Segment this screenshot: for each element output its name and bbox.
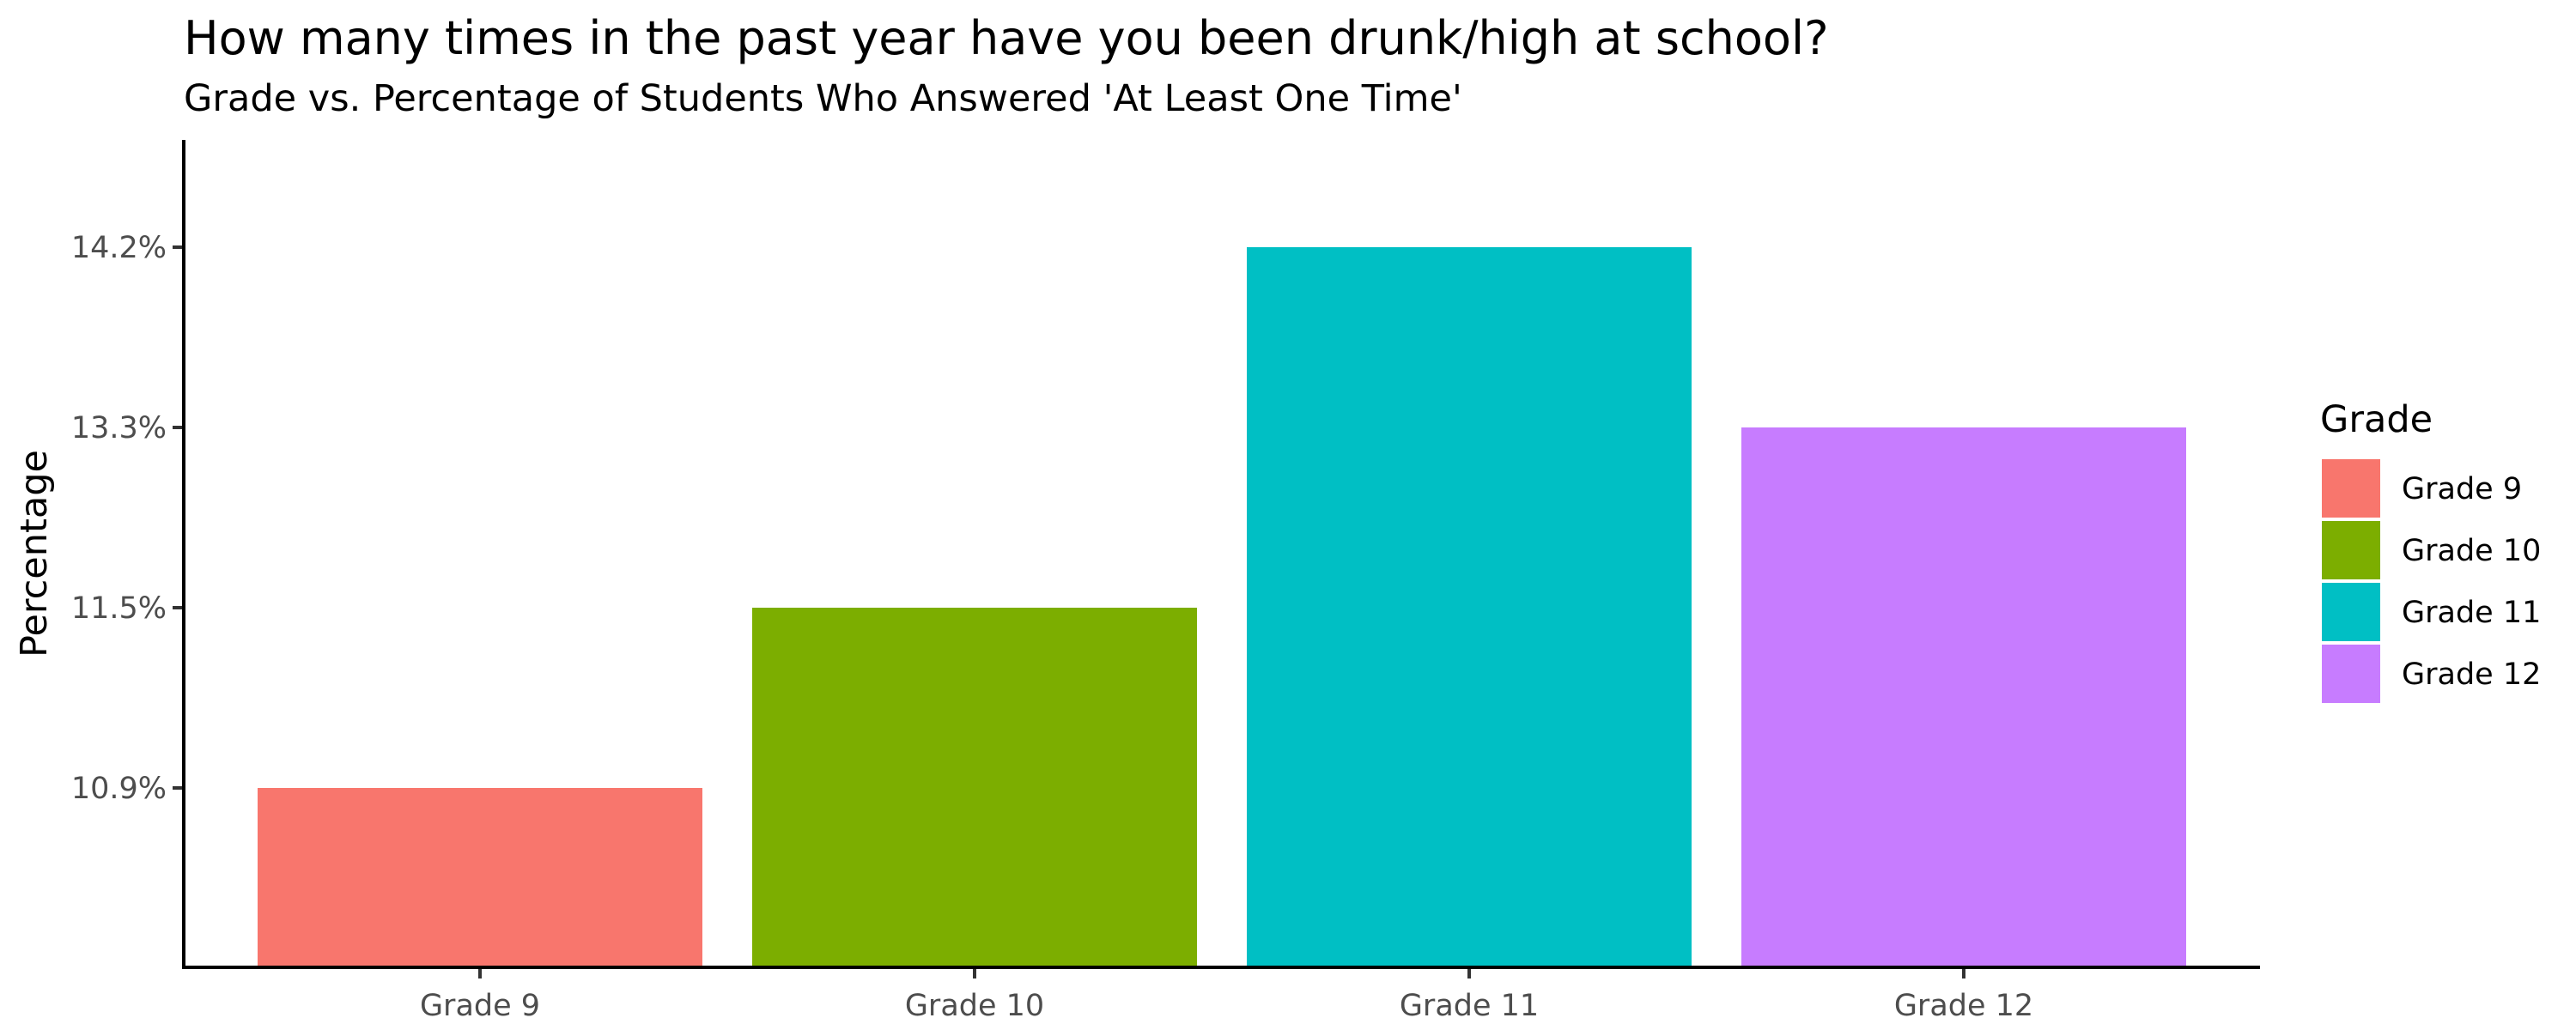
bar-grade-10 (752, 608, 1197, 967)
y-tick-label: 11.5% (71, 591, 167, 626)
y-tick-label: 14.2% (71, 231, 167, 265)
bar-grade-12 (1741, 427, 2186, 967)
legend-label: Grade 11 (2402, 596, 2541, 630)
y-tick-label: 13.3% (71, 411, 167, 445)
y-tick-label: 10.9% (71, 772, 167, 806)
legend-swatch-grade-10 (2322, 521, 2380, 579)
legend-label: Grade 12 (2402, 657, 2541, 692)
bar-grade-11 (1247, 247, 1692, 967)
bar-grade-9 (258, 788, 702, 967)
chart-title: How many times in the past year have you… (184, 11, 1829, 65)
legend-swatch-grade-12 (2322, 645, 2380, 703)
bars-group (258, 247, 2186, 967)
x-tick-label: Grade 12 (1894, 989, 2033, 1023)
legend-label: Grade 9 (2402, 472, 2522, 506)
legend-title: Grade (2320, 398, 2433, 441)
chart-subtitle: Grade vs. Percentage of Students Who Ans… (184, 77, 1462, 120)
legend-label: Grade 10 (2402, 534, 2541, 568)
x-tick-label: Grade 11 (1400, 989, 1539, 1023)
legend: Grade Grade 9 Grade 10 Grade 11 Grade 12 (2320, 398, 2541, 703)
y-axis-ticks: 10.9% 11.5% 13.3% 14.2% (71, 231, 184, 806)
x-axis-ticks: Grade 9 Grade 10 Grade 11 Grade 12 (420, 967, 2033, 1023)
legend-swatch-grade-9 (2322, 459, 2380, 518)
x-tick-label: Grade 10 (905, 989, 1044, 1023)
x-tick-label: Grade 9 (420, 989, 540, 1023)
y-axis-title: Percentage (13, 450, 56, 657)
legend-swatch-grade-11 (2322, 583, 2380, 641)
